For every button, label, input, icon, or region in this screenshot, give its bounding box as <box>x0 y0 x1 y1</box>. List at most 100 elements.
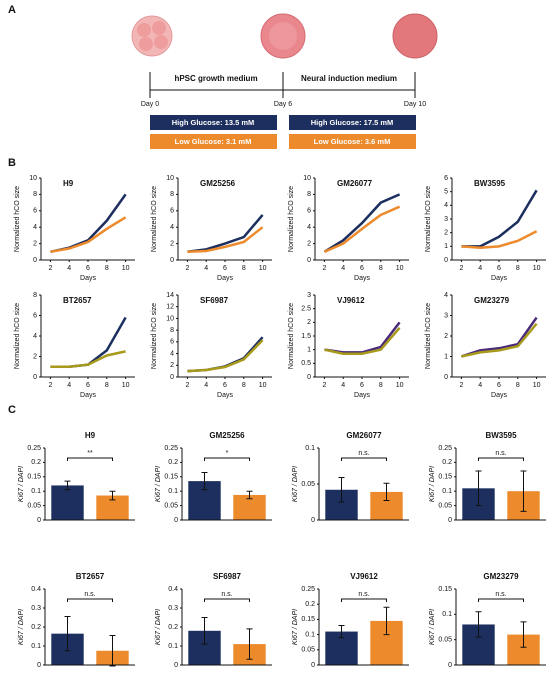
x-tick-label: 8 <box>379 265 383 272</box>
y-tick-label: 4 <box>444 202 448 209</box>
series-line <box>50 216 127 254</box>
chart-title: BT2657 <box>76 572 105 581</box>
y-tick-label: 0.15 <box>438 586 452 593</box>
y-tick-label: 3 <box>444 312 448 319</box>
x-tick-label: 2 <box>322 265 326 272</box>
x-tick-label: 10 <box>259 265 267 272</box>
x-tick-label: 8 <box>105 382 109 389</box>
y-tick-label: 0.3 <box>31 605 41 612</box>
x-tick-label: 4 <box>478 382 482 389</box>
y-tick-label: 0 <box>33 257 37 264</box>
x-tick-label: 4 <box>341 265 345 272</box>
x-tick-label: 2 <box>459 382 463 389</box>
phase-label: Neural induction medium <box>301 74 397 83</box>
x-tick-label: 6 <box>497 382 501 389</box>
y-tick-label: 2.5 <box>301 306 311 313</box>
x-tick-label: 6 <box>86 265 90 272</box>
y-tick-label: 8 <box>170 327 174 334</box>
x-axis-label: Days <box>491 392 507 399</box>
significance-label: n.s. <box>495 450 506 457</box>
y-tick-label: 1 <box>444 353 448 360</box>
y-tick-label: 0 <box>37 662 41 669</box>
y-tick-label: 0.5 <box>301 360 311 367</box>
y-tick-label: 0.1 <box>31 488 41 495</box>
significance-label: n.s. <box>495 591 506 598</box>
x-axis-label: Days <box>217 275 233 282</box>
series-line <box>50 316 127 368</box>
chart-title: GM26077 <box>337 179 373 188</box>
y-axis-label: Ki67 / DAPI <box>155 466 162 502</box>
y-tick-label: 0.25 <box>301 586 315 593</box>
series-line <box>187 339 264 373</box>
y-tick-label: 0.3 <box>168 605 178 612</box>
y-tick-label: 0.1 <box>305 631 315 638</box>
x-tick-label: 2 <box>185 265 189 272</box>
y-tick-label: 0.25 <box>27 445 41 452</box>
y-tick-label: 0 <box>37 517 41 524</box>
y-tick-label: 0 <box>311 517 315 524</box>
y-tick-label: 0 <box>170 374 174 381</box>
y-tick-label: 0 <box>444 374 448 381</box>
y-axis-label: Normalized hCO size <box>151 303 158 369</box>
chart-title: BW3595 <box>474 179 506 188</box>
error-bar <box>246 628 253 660</box>
y-tick-label: 10 <box>166 175 174 182</box>
x-tick-label: 6 <box>223 382 227 389</box>
y-tick-label: 0.25 <box>164 445 178 452</box>
chart-title: BW3595 <box>485 431 517 440</box>
y-tick-label: 0.1 <box>305 445 315 452</box>
series-line <box>187 226 264 254</box>
significance-bracket <box>341 457 387 461</box>
medium-box <box>289 134 416 149</box>
y-tick-label: 4 <box>33 333 37 340</box>
x-tick-label: 6 <box>86 382 90 389</box>
x-tick-label: 4 <box>341 382 345 389</box>
significance-label: * <box>226 450 229 457</box>
y-axis-label: Normalized hCO size <box>288 303 295 369</box>
y-axis-label: Ki67 / DAPI <box>292 466 299 502</box>
significance-label: n.s. <box>221 591 232 598</box>
medium-text: High Glucose: 17.5 mM <box>311 118 394 127</box>
y-tick-label: 6 <box>170 339 174 346</box>
day-label: Day 0 <box>141 101 159 108</box>
x-tick-label: 6 <box>360 382 364 389</box>
y-tick-label: 0 <box>33 374 37 381</box>
x-tick-label: 10 <box>122 265 130 272</box>
significance-bracket <box>204 598 250 602</box>
error-bar <box>383 606 390 636</box>
significance-bracket <box>478 457 524 461</box>
y-axis-label: Ki67 / DAPI <box>292 609 299 645</box>
y-tick-label: 2 <box>33 240 37 247</box>
y-tick-label: 0.05 <box>27 502 41 509</box>
y-tick-label: 6 <box>307 208 311 215</box>
error-bar <box>64 480 71 491</box>
y-tick-label: 6 <box>33 208 37 215</box>
chart-title: SF6987 <box>213 572 242 581</box>
y-tick-label: 2 <box>33 353 37 360</box>
y-tick-label: 0.25 <box>438 445 452 452</box>
y-tick-label: 0 <box>307 374 311 381</box>
y-tick-label: 0 <box>174 517 178 524</box>
error-bar <box>64 616 71 652</box>
y-tick-label: 4 <box>170 224 174 231</box>
y-tick-label: 3 <box>307 292 311 299</box>
x-tick-label: 6 <box>360 265 364 272</box>
y-tick-label: 0 <box>174 662 178 669</box>
y-tick-label: 10 <box>166 315 174 322</box>
chart-title: GM25256 <box>200 179 236 188</box>
chart-title: H9 <box>63 179 74 188</box>
error-bar <box>109 635 116 667</box>
y-tick-label: 8 <box>307 191 311 198</box>
y-tick-label: 4 <box>33 224 37 231</box>
organoids <box>131 13 438 59</box>
medium-text: Low Glucose: 3.6 mM <box>314 137 391 146</box>
chart-title: BT2657 <box>63 296 92 305</box>
error-bar <box>338 624 345 639</box>
y-axis-label: Ki67 / DAPI <box>18 609 25 645</box>
y-tick-label: 6 <box>444 175 448 182</box>
x-tick-label: 4 <box>204 382 208 389</box>
y-axis-label: Normalized hCO size <box>14 186 21 252</box>
x-tick-label: 10 <box>396 382 404 389</box>
timeline <box>149 72 416 98</box>
